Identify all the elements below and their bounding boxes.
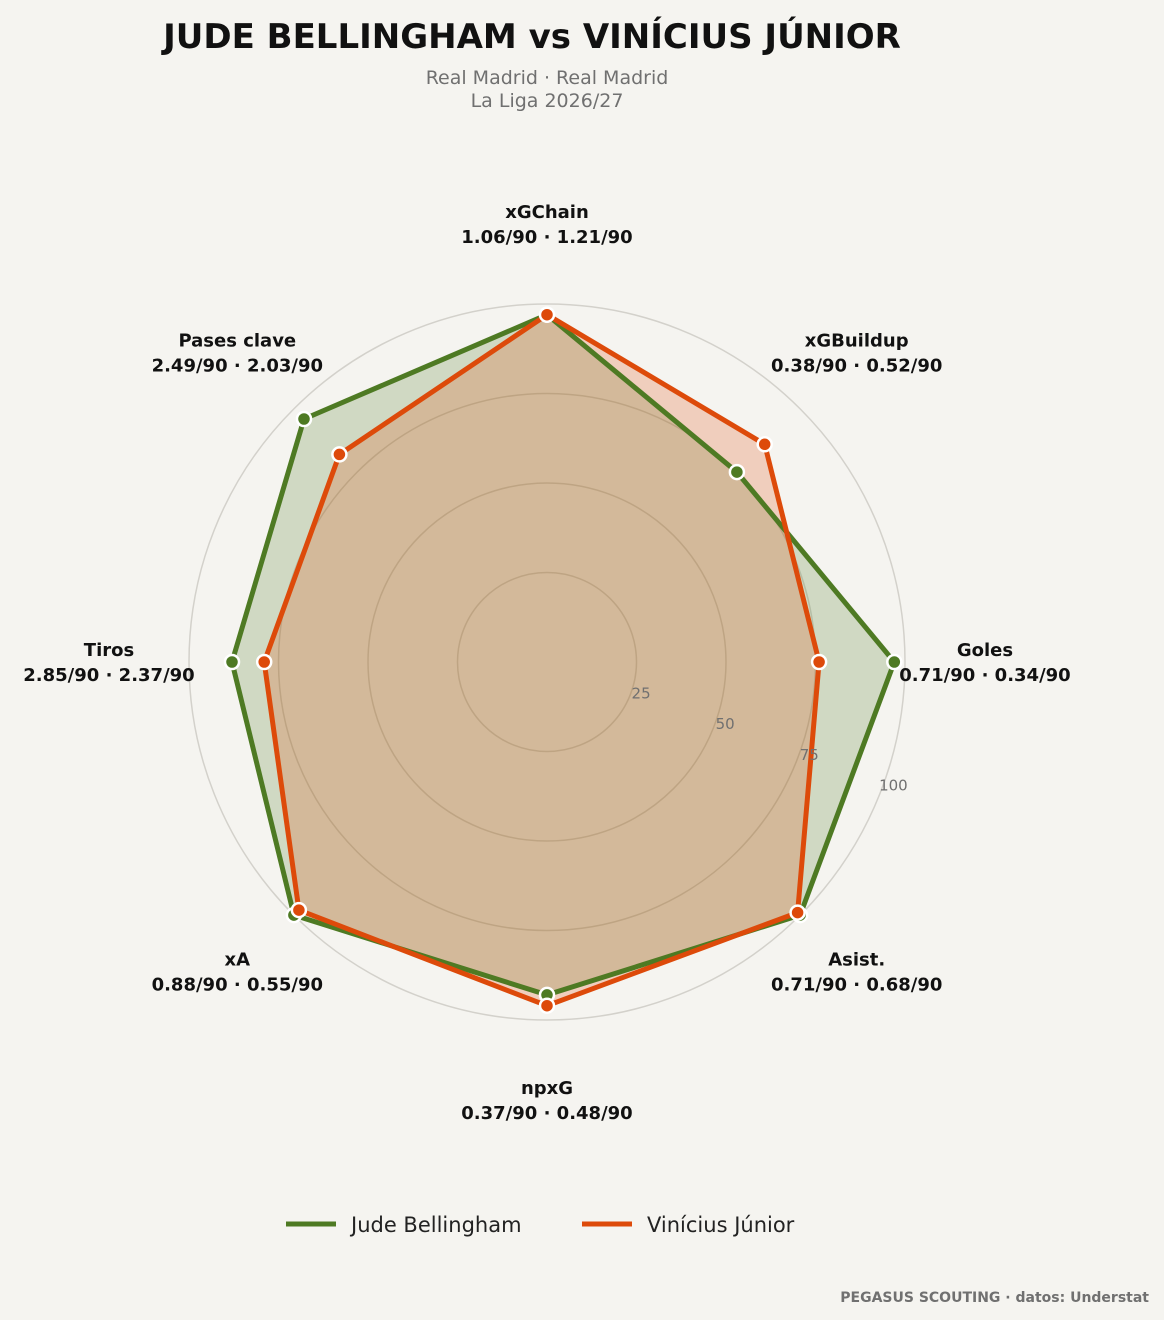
grid-ring (456, 571, 638, 753)
axis-label-name: xGBuildup (805, 330, 909, 351)
grid-ring (188, 303, 906, 1021)
data-point (290, 901, 308, 919)
credit-text: PEGASUS SCOUTING · datos: Understat (840, 1290, 1149, 1306)
data-point (331, 446, 348, 463)
axis-label-name: xA (225, 950, 251, 971)
ring-tick-label: 75 (800, 746, 819, 764)
data-point (728, 463, 746, 481)
radar-series: 25 50 75 100 (223, 306, 908, 1014)
axis-label-values: 0.37/90 · 0.48/90 (461, 1103, 632, 1124)
axis-label-name: Goles (957, 640, 1013, 661)
axis-label-name: Tiros (84, 640, 134, 661)
data-point (538, 306, 556, 323)
data-point (255, 653, 273, 671)
ring-tick-label: 50 (716, 715, 735, 733)
chart-subtitle-teams: Real Madrid · Real Madrid (426, 67, 669, 89)
data-point (886, 653, 903, 671)
axis-label-name: Pases clave (178, 330, 296, 351)
axis-label-values: 0.38/90 · 0.52/90 (771, 355, 942, 376)
series-area (264, 314, 820, 1006)
legend-label-bellingham: Jude Bellingham (349, 1213, 522, 1237)
axis-label-values: 0.71/90 · 0.68/90 (771, 975, 942, 996)
axis-labels: xGChain 1.06/90 · 1.21/90 xGBuildup 0.38/90… (23, 202, 1070, 1124)
data-point (810, 653, 828, 671)
axis-label-values: 2.85/90 · 2.37/90 (23, 665, 194, 686)
axis-label-values: 0.71/90 · 0.34/90 (899, 665, 1070, 686)
data-point (223, 653, 241, 671)
axis-label-values: 1.06/90 · 1.21/90 (461, 227, 632, 248)
ring-tick-label: 100 (879, 776, 908, 794)
data-point (538, 997, 556, 1014)
data-point (789, 904, 806, 921)
chart-title: JUDE BELLINGHAM vs VINÍCIUS JÚNIOR (161, 16, 901, 57)
data-point (756, 436, 773, 453)
grid-ring (367, 482, 727, 842)
axis-label-values: 0.88/90 · 0.55/90 (152, 975, 323, 996)
axis-label-name: xGChain (505, 202, 589, 223)
legend: Jude Bellingham Vinícius Júnior (286, 1213, 795, 1237)
chart-subtitle-season: La Liga 2026/27 (471, 90, 624, 112)
axis-label-name: npxG (521, 1078, 573, 1099)
series-area (232, 314, 895, 995)
axis-label-name: Asist. (828, 950, 885, 971)
legend-label-vinicius: Vinícius Júnior (647, 1213, 795, 1237)
data-point (295, 410, 313, 428)
ring-tick-label: 25 (632, 685, 651, 703)
axis-label-values: 2.49/90 · 2.03/90 (152, 355, 323, 376)
